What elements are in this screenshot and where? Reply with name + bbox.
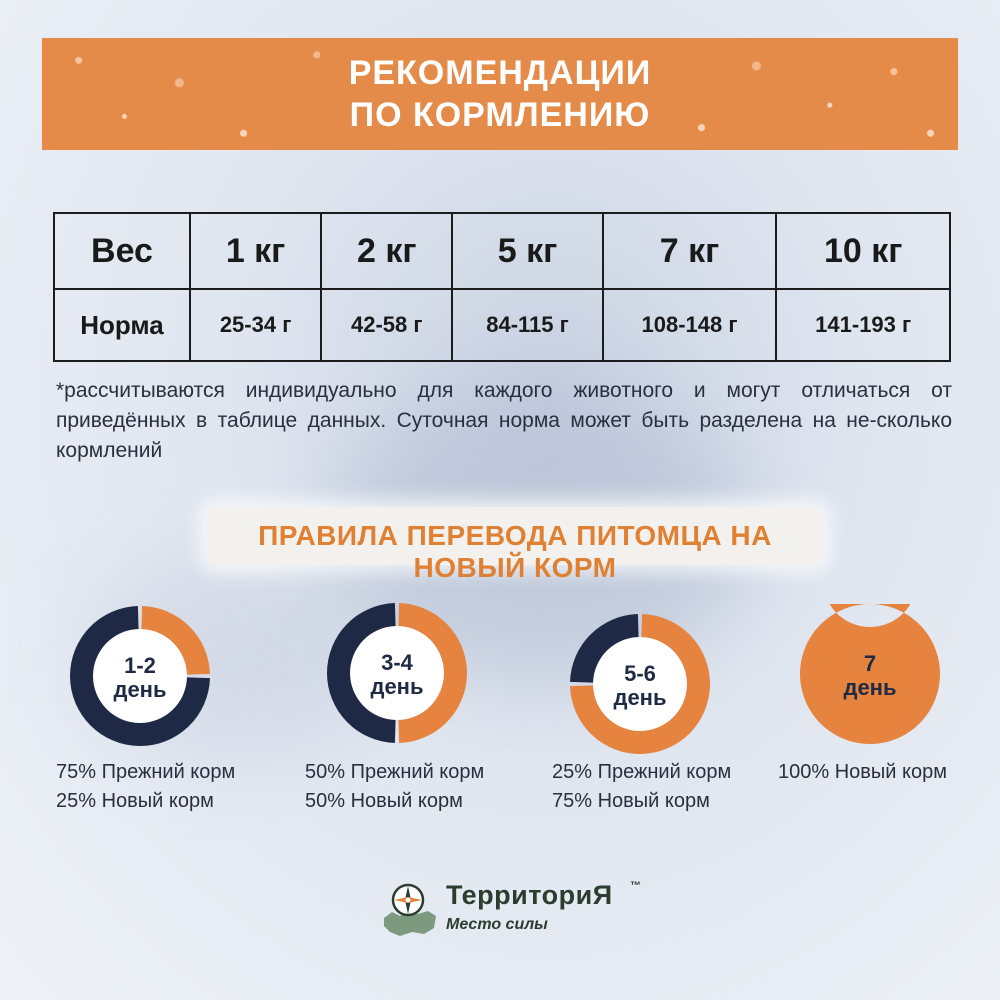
donut-hole — [593, 637, 687, 731]
page-title-line2: по кормлению — [349, 96, 651, 134]
norm-cell: 84-115 г — [451, 288, 604, 362]
weight-cell: 10 кг — [775, 212, 951, 290]
donut-chart — [326, 603, 468, 743]
step-donut-4: 7 день — [799, 533, 940, 744]
donut-day-label: 5-6 день — [570, 662, 710, 710]
caption-new-food: 50% Новый корм — [305, 790, 463, 812]
norm-cell: 141-193 г — [775, 288, 951, 362]
brand-logo: ТерриториЯ ™ Место силы — [378, 876, 641, 946]
caption-old-food: 25% Прежний корм — [552, 761, 732, 783]
day-word: день — [843, 675, 897, 700]
page-title: Рекомендации по кормлению — [42, 52, 958, 136]
subheading: Правила перевода питомца на новый корм — [258, 520, 772, 583]
weight-cell: 1 кг — [188, 212, 323, 290]
table-row-weight: Вес 1 кг 2 кг 5 кг 7 кг 10 кг — [53, 212, 951, 290]
donut-new-segment — [141, 606, 210, 675]
norm-cell: 25-34 г — [188, 288, 323, 362]
footnote: *рассчитываются индивидуально для каждог… — [56, 379, 952, 462]
donut-day-label: 7 день — [800, 652, 940, 700]
norm-cell: 108-148 г — [601, 288, 778, 362]
banner-texture — [42, 38, 958, 150]
donut-old-segment — [570, 614, 639, 683]
table-row-norm: Норма 25-34 г 42-58 г 84-115 г 108-148 г… — [53, 288, 951, 362]
weight-cell: 5 кг — [451, 212, 604, 290]
step-donut-2: 3-4 день — [326, 603, 468, 743]
donut-old-segment — [70, 606, 210, 746]
row-header-weight: Вес — [53, 212, 191, 290]
day-range: 7 — [863, 651, 877, 676]
norm-cell: 42-58 г — [320, 288, 454, 362]
row-header-norm: Норма — [53, 288, 191, 362]
caption-new-food: 100% Новый корм — [778, 761, 947, 783]
day-range: 5-6 — [624, 661, 656, 686]
day-word: день — [370, 674, 424, 699]
caption-old-food: 50% Прежний корм — [305, 761, 485, 783]
weight-cell: 2 кг — [320, 212, 454, 290]
day-range: 1-2 — [124, 653, 156, 678]
day-range: 3-4 — [381, 650, 413, 675]
step-donut-3: 5-6 день — [570, 614, 710, 754]
caption-new-food: 75% Новый корм — [552, 790, 710, 812]
brand-tagline: Место силы — [446, 916, 548, 933]
donut-chart — [570, 614, 710, 754]
caption-new-food: 25% Новый корм — [56, 790, 214, 812]
donut-day-label: 3-4 день — [327, 651, 467, 699]
step-caption-1: 75% Прежний корм 25% Новый корм — [56, 758, 235, 816]
day-word: день — [113, 677, 167, 702]
donut-new-segment — [570, 614, 710, 754]
step-caption-4: 100% Новый корм — [778, 758, 947, 787]
donut-hole — [93, 629, 187, 723]
step-caption-2: 50% Прежний корм 50% Новый корм — [305, 758, 484, 816]
donut-new-segment — [398, 603, 468, 743]
brand-name: ТерриториЯ — [446, 880, 613, 910]
donut-day-label: 1-2 день — [70, 654, 210, 702]
donut-hole — [350, 626, 444, 720]
compass-map-icon — [384, 883, 436, 936]
subheading-pill: Правила перевода питомца на новый корм — [207, 507, 823, 583]
day-word: день — [613, 685, 667, 710]
trademark: ™ — [630, 880, 641, 892]
step-donut-1: 1-2 день — [70, 606, 210, 746]
feeding-table: Вес 1 кг 2 кг 5 кг 7 кг 10 кг Норма 25-3… — [53, 212, 951, 362]
donut-old-segment — [326, 603, 396, 743]
page-title-line1: Рекомендации — [348, 54, 652, 92]
step-caption-3: 25% Прежний корм 75% Новый корм — [552, 758, 731, 816]
caption-old-food: 75% Прежний корм — [56, 761, 236, 783]
header-banner: Рекомендации по кормлению — [42, 38, 958, 150]
donut-chart — [70, 606, 210, 746]
weight-cell: 7 кг — [601, 212, 778, 290]
